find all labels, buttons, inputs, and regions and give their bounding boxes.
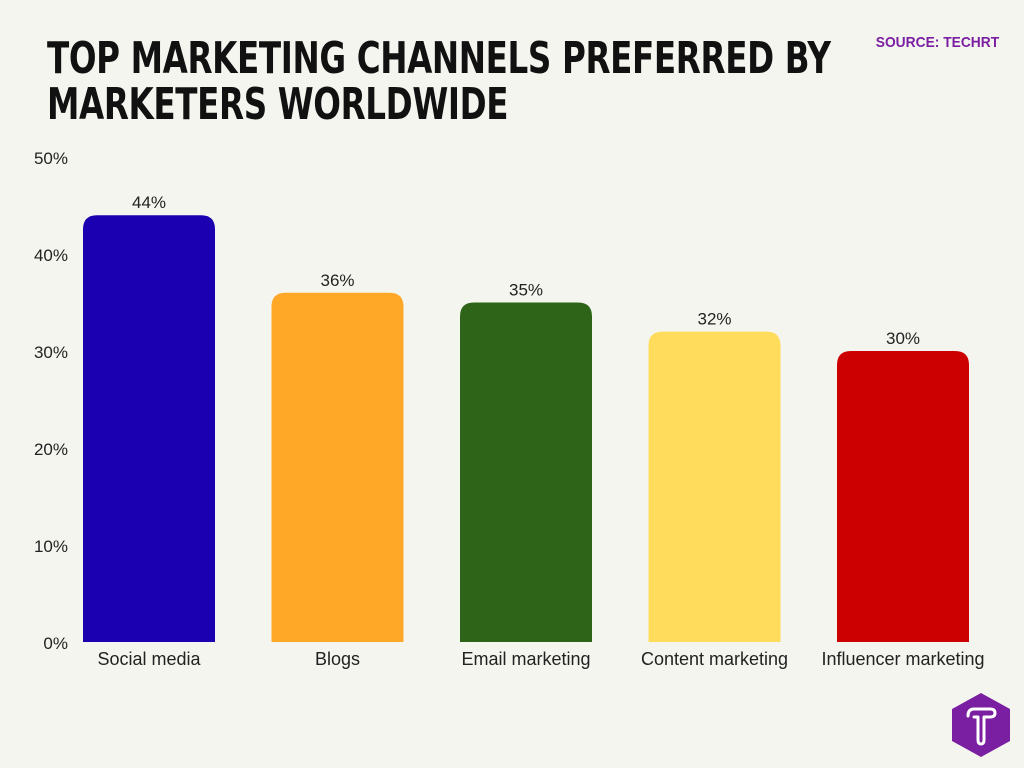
y-tick-label: 20% bbox=[34, 440, 68, 459]
y-tick-label: 50% bbox=[34, 149, 68, 168]
y-tick-label: 0% bbox=[43, 634, 68, 653]
data-label: 35% bbox=[509, 281, 543, 300]
techrt-logo-icon bbox=[952, 693, 1010, 757]
y-tick-label: 40% bbox=[34, 246, 68, 265]
chart-title: TOP MARKETING CHANNELS PREFERRED BY MARK… bbox=[47, 36, 831, 128]
y-tick-label: 10% bbox=[34, 537, 68, 556]
x-tick-label: Email marketing bbox=[461, 649, 590, 669]
source-label: SOURCE: TECHRT bbox=[875, 34, 999, 51]
bar bbox=[648, 331, 781, 642]
data-label: 30% bbox=[886, 329, 920, 348]
data-label: 36% bbox=[320, 271, 354, 290]
bar bbox=[460, 302, 592, 642]
x-tick-label: Content marketing bbox=[641, 649, 788, 669]
bar bbox=[83, 215, 215, 642]
bar bbox=[837, 351, 969, 642]
x-tick-label: Influencer marketing bbox=[821, 649, 984, 669]
x-tick-label: Blogs bbox=[315, 649, 360, 669]
data-label: 44% bbox=[132, 193, 166, 212]
title-line-2: MARKETERS WORLDWIDE bbox=[47, 79, 509, 130]
data-label: 32% bbox=[697, 310, 731, 329]
title-line-1: TOP MARKETING CHANNELS PREFERRED BY bbox=[47, 33, 831, 84]
bar bbox=[271, 292, 404, 642]
x-tick-label: Social media bbox=[97, 649, 201, 669]
y-tick-label: 30% bbox=[34, 343, 68, 362]
